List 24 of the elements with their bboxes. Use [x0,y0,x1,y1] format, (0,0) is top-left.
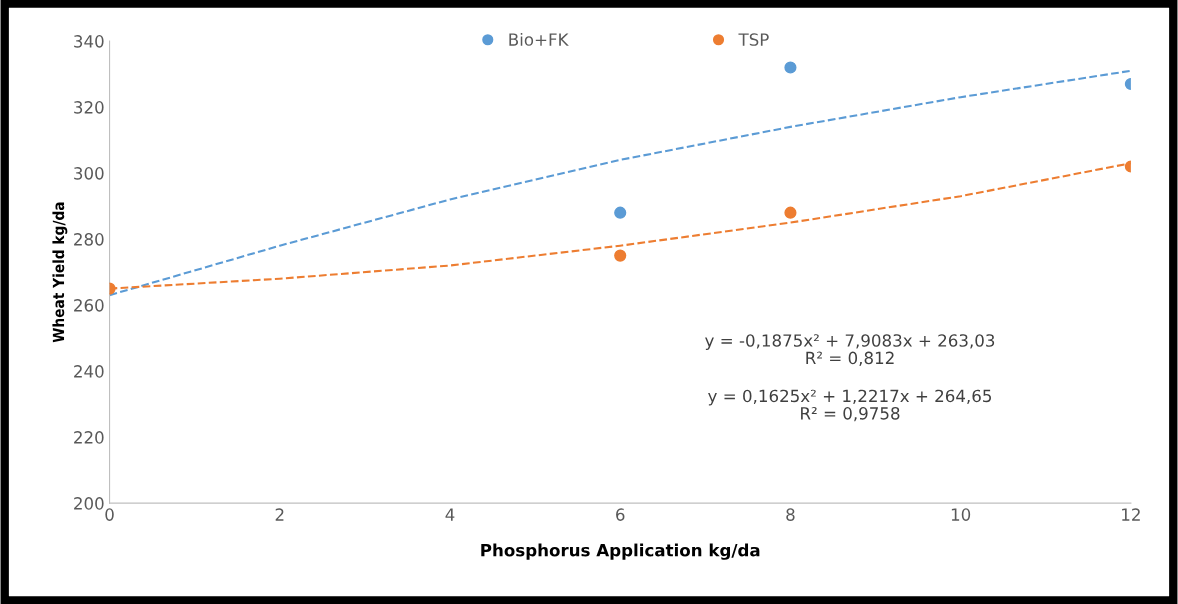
y-axis-title: Wheat Yield kg/da [52,202,68,343]
line-series [109,69,1131,297]
x-tick-label: 10 [951,508,971,521]
y-tick-label: 320 [74,101,104,114]
y-tick-label: 240 [74,365,104,378]
y-tick-label: 200 [74,497,104,510]
annotation: y = 0,1625x² + 1,2217x + 264,65 R² = 0,9758 [708,389,992,422]
point [614,206,627,219]
y-tick-label: 220 [74,431,104,444]
y-tick-label: 280 [74,233,104,246]
y-tick-label: 340 [74,35,104,48]
x-axis-title: Phosphorus Application kg/da [481,543,760,560]
legend-label: Bio+FK [509,32,569,46]
x-tick-label: 0 [105,508,114,521]
point [784,61,797,74]
legend-label: TSP [738,33,769,46]
annotation: y = -0,1875x² + 7,9083x + 263,03 R² = 0,812 [705,334,995,366]
y-tick-label: 260 [74,299,104,312]
x-tick-label: 12 [1122,508,1140,521]
x-tick-label: 2 [275,508,284,521]
x-tick-label: 6 [616,508,625,521]
y-tick-label: 300 [74,167,104,180]
x-tick-label: 8 [786,508,795,521]
x-tick-label: 4 [445,508,455,521]
